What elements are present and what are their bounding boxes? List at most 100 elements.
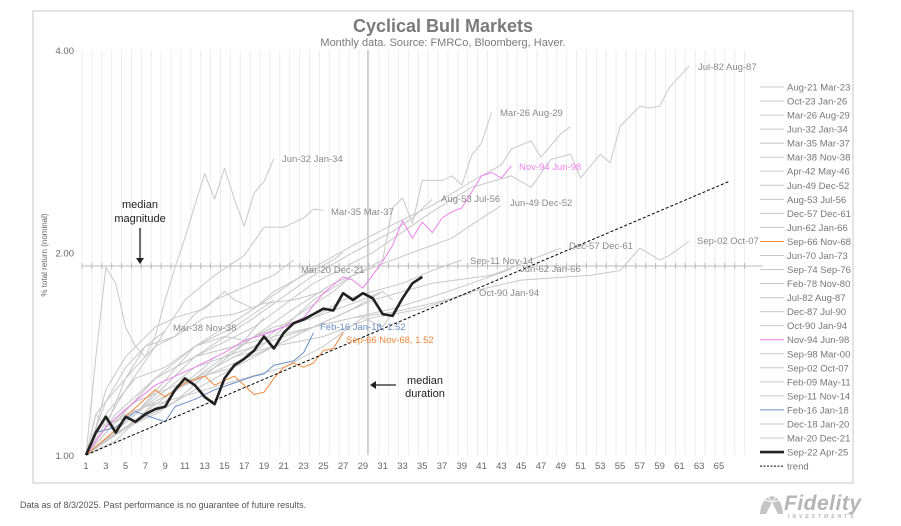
x-tick-label: 13 <box>199 461 210 472</box>
legend-label: Sep-02 Oct-07 <box>787 363 849 374</box>
fidelity-logo: Fidelity INVESTMENTS <box>758 492 888 522</box>
fidelity-subtitle: INVESTMENTS <box>788 514 857 520</box>
series-end-labels: Mar-26 Aug-29 Jun-32 Jan-34 Mar-35 Mar-37 M… <box>173 62 759 346</box>
legend-item: trend <box>760 462 809 473</box>
series-line-sep-02-oct-07 <box>85 240 690 456</box>
series-end-label: Mar-38 Nov-38 <box>173 323 236 334</box>
series-end-label: Jun-62 Jan-66 <box>520 264 581 275</box>
legend-label: Sep-66 Nov-68 <box>787 237 851 248</box>
series-line-dec-18-jan-20 <box>85 356 215 456</box>
x-tick-label: 7 <box>143 461 148 472</box>
legend-item: Sep-22 Apr-25 <box>760 448 848 459</box>
legend-item: Dec-57 Dec-61 <box>760 209 851 220</box>
x-tick-label: 47 <box>536 461 547 472</box>
median-magnitude-label-line1: median <box>122 199 158 211</box>
x-tick-label: 35 <box>417 461 428 472</box>
x-tick-label: 49 <box>555 461 566 472</box>
chart-subtitle: Monthly data. Source: FMRCo, Bloomberg, … <box>320 37 565 49</box>
legend-label: Aug-21 Mar-23 <box>787 83 850 94</box>
series-line-apr-42-may-46 <box>85 126 571 456</box>
chart-frame <box>32 10 854 484</box>
x-tick-label: 55 <box>615 461 626 472</box>
legend-item: Aug-21 Mar-23 <box>760 83 850 94</box>
trend-line <box>85 181 730 456</box>
legend-label: Oct-90 Jan-94 <box>787 321 847 332</box>
legend-label: Jul-82 Aug-87 <box>787 293 846 304</box>
legend-item: Mar-26 Aug-29 <box>760 111 850 122</box>
median-duration-label-line1: median <box>407 375 443 387</box>
series-end-label: Oct-90 Jan-94 <box>479 288 539 299</box>
y-axis-label: % total return (nominal) <box>40 213 49 296</box>
series-line-oct-90-jan-94 <box>85 292 472 456</box>
legend-item: Jun-70 Jan-73 <box>760 251 848 262</box>
series-line-mar-20-dec-21 <box>85 259 295 456</box>
legend-item: Mar-20 Dec-21 <box>760 434 850 445</box>
series-line-mar-35-mar-37 <box>85 208 324 456</box>
arrow-left-icon <box>370 381 396 389</box>
median-duration-label-line2: duration <box>405 388 445 400</box>
legend-item: Aug-53 Jul-56 <box>760 195 846 206</box>
arrow-down-icon <box>136 228 144 264</box>
x-tick-label: 63 <box>694 461 705 472</box>
series-line-jul-82-aug-87 <box>85 65 690 456</box>
chart-title: Cyclical Bull Markets <box>353 16 533 36</box>
legend-label: Aug-53 Jul-56 <box>787 195 846 206</box>
legend-label: Mar-26 Aug-29 <box>787 111 850 122</box>
legend-item: Sep-98 Mar-00 <box>760 349 850 360</box>
legend-label: Dec-87 Jul-90 <box>787 307 846 318</box>
x-tick-label: 31 <box>377 461 388 472</box>
gridlines <box>81 50 746 455</box>
series-line-sep-98-mar-00 <box>85 317 265 456</box>
legend-label: Oct-23 Jan-26 <box>787 97 847 108</box>
median-reference-lines <box>81 50 763 455</box>
x-tick-label: 65 <box>714 461 725 472</box>
legend-label: Feb-78 Nov-80 <box>787 279 850 290</box>
x-tick-label: 3 <box>103 461 108 472</box>
x-tick-label: 37 <box>437 461 448 472</box>
legend-label: Mar-20 Dec-21 <box>787 434 850 445</box>
legend-label: Feb-16 Jan-18 <box>787 405 849 416</box>
x-tick-label: 5 <box>123 461 128 472</box>
legend-item: Feb-16 Jan-18 <box>760 405 849 416</box>
legend-label: Mar-35 Mar-37 <box>787 139 850 150</box>
legend-label: Jun-49 Dec-52 <box>787 181 849 192</box>
y-tick-label: 1.00 <box>56 451 75 462</box>
legend-item: Sep-02 Oct-07 <box>760 363 849 374</box>
legend-label: Sep-22 Apr-25 <box>787 448 848 459</box>
series-end-label: Sep-11 Nov-14 <box>470 256 533 267</box>
x-tick-label: 43 <box>496 461 507 472</box>
x-tick-label: 59 <box>654 461 665 472</box>
y-tick-label: 4.00 <box>56 46 75 57</box>
legend-item: Sep-11 Nov-14 <box>760 391 850 402</box>
x-tick-label: 33 <box>397 461 408 472</box>
legend-label: Apr-42 May-46 <box>787 167 850 178</box>
legend-label: trend <box>787 462 809 473</box>
median-magnitude-label-line2: magnitude <box>114 213 165 225</box>
legend-label: Dec-18 Jan-20 <box>787 419 849 430</box>
legend-label: Dec-57 Dec-61 <box>787 209 851 220</box>
legend-item: Feb-09 May-11 <box>760 377 851 388</box>
legend-item: Sep-66 Nov-68 <box>760 237 851 248</box>
legend-item: Jun-62 Jan-66 <box>760 223 848 234</box>
series-end-label: Mar-35 Mar-37 <box>331 207 394 218</box>
series-line-sep-11-nov-14 <box>85 259 462 456</box>
series-end-label: Mar-26 Aug-29 <box>500 108 563 119</box>
legend-item: Oct-23 Jan-26 <box>760 97 847 108</box>
x-tick-label: 41 <box>476 461 487 472</box>
legend-item: Jun-32 Jan-34 <box>760 125 848 136</box>
series-line-dec-87-jul-90 <box>85 291 393 456</box>
legend-item: Jun-49 Dec-52 <box>760 181 849 192</box>
x-tick-label: 51 <box>575 461 586 472</box>
x-tick-label: 57 <box>635 461 646 472</box>
legend-label: Nov-94 Jun-98 <box>787 335 849 346</box>
legend-item: Mar-35 Mar-37 <box>760 139 850 150</box>
legend-label: Mar-38 Nov-38 <box>787 153 850 164</box>
legend-item: Mar-38 Nov-38 <box>760 153 850 164</box>
legend-item: Sep-74 Sep-76 <box>760 265 851 276</box>
legend-item: Dec-87 Jul-90 <box>760 307 846 318</box>
fidelity-wordmark: Fidelity <box>784 492 862 515</box>
legend: Aug-21 Mar-23 Oct-23 Jan-26 Mar-26 Aug-29 J… <box>760 83 851 473</box>
x-tick-label: 25 <box>318 461 329 472</box>
x-tick-label: 15 <box>219 461 230 472</box>
